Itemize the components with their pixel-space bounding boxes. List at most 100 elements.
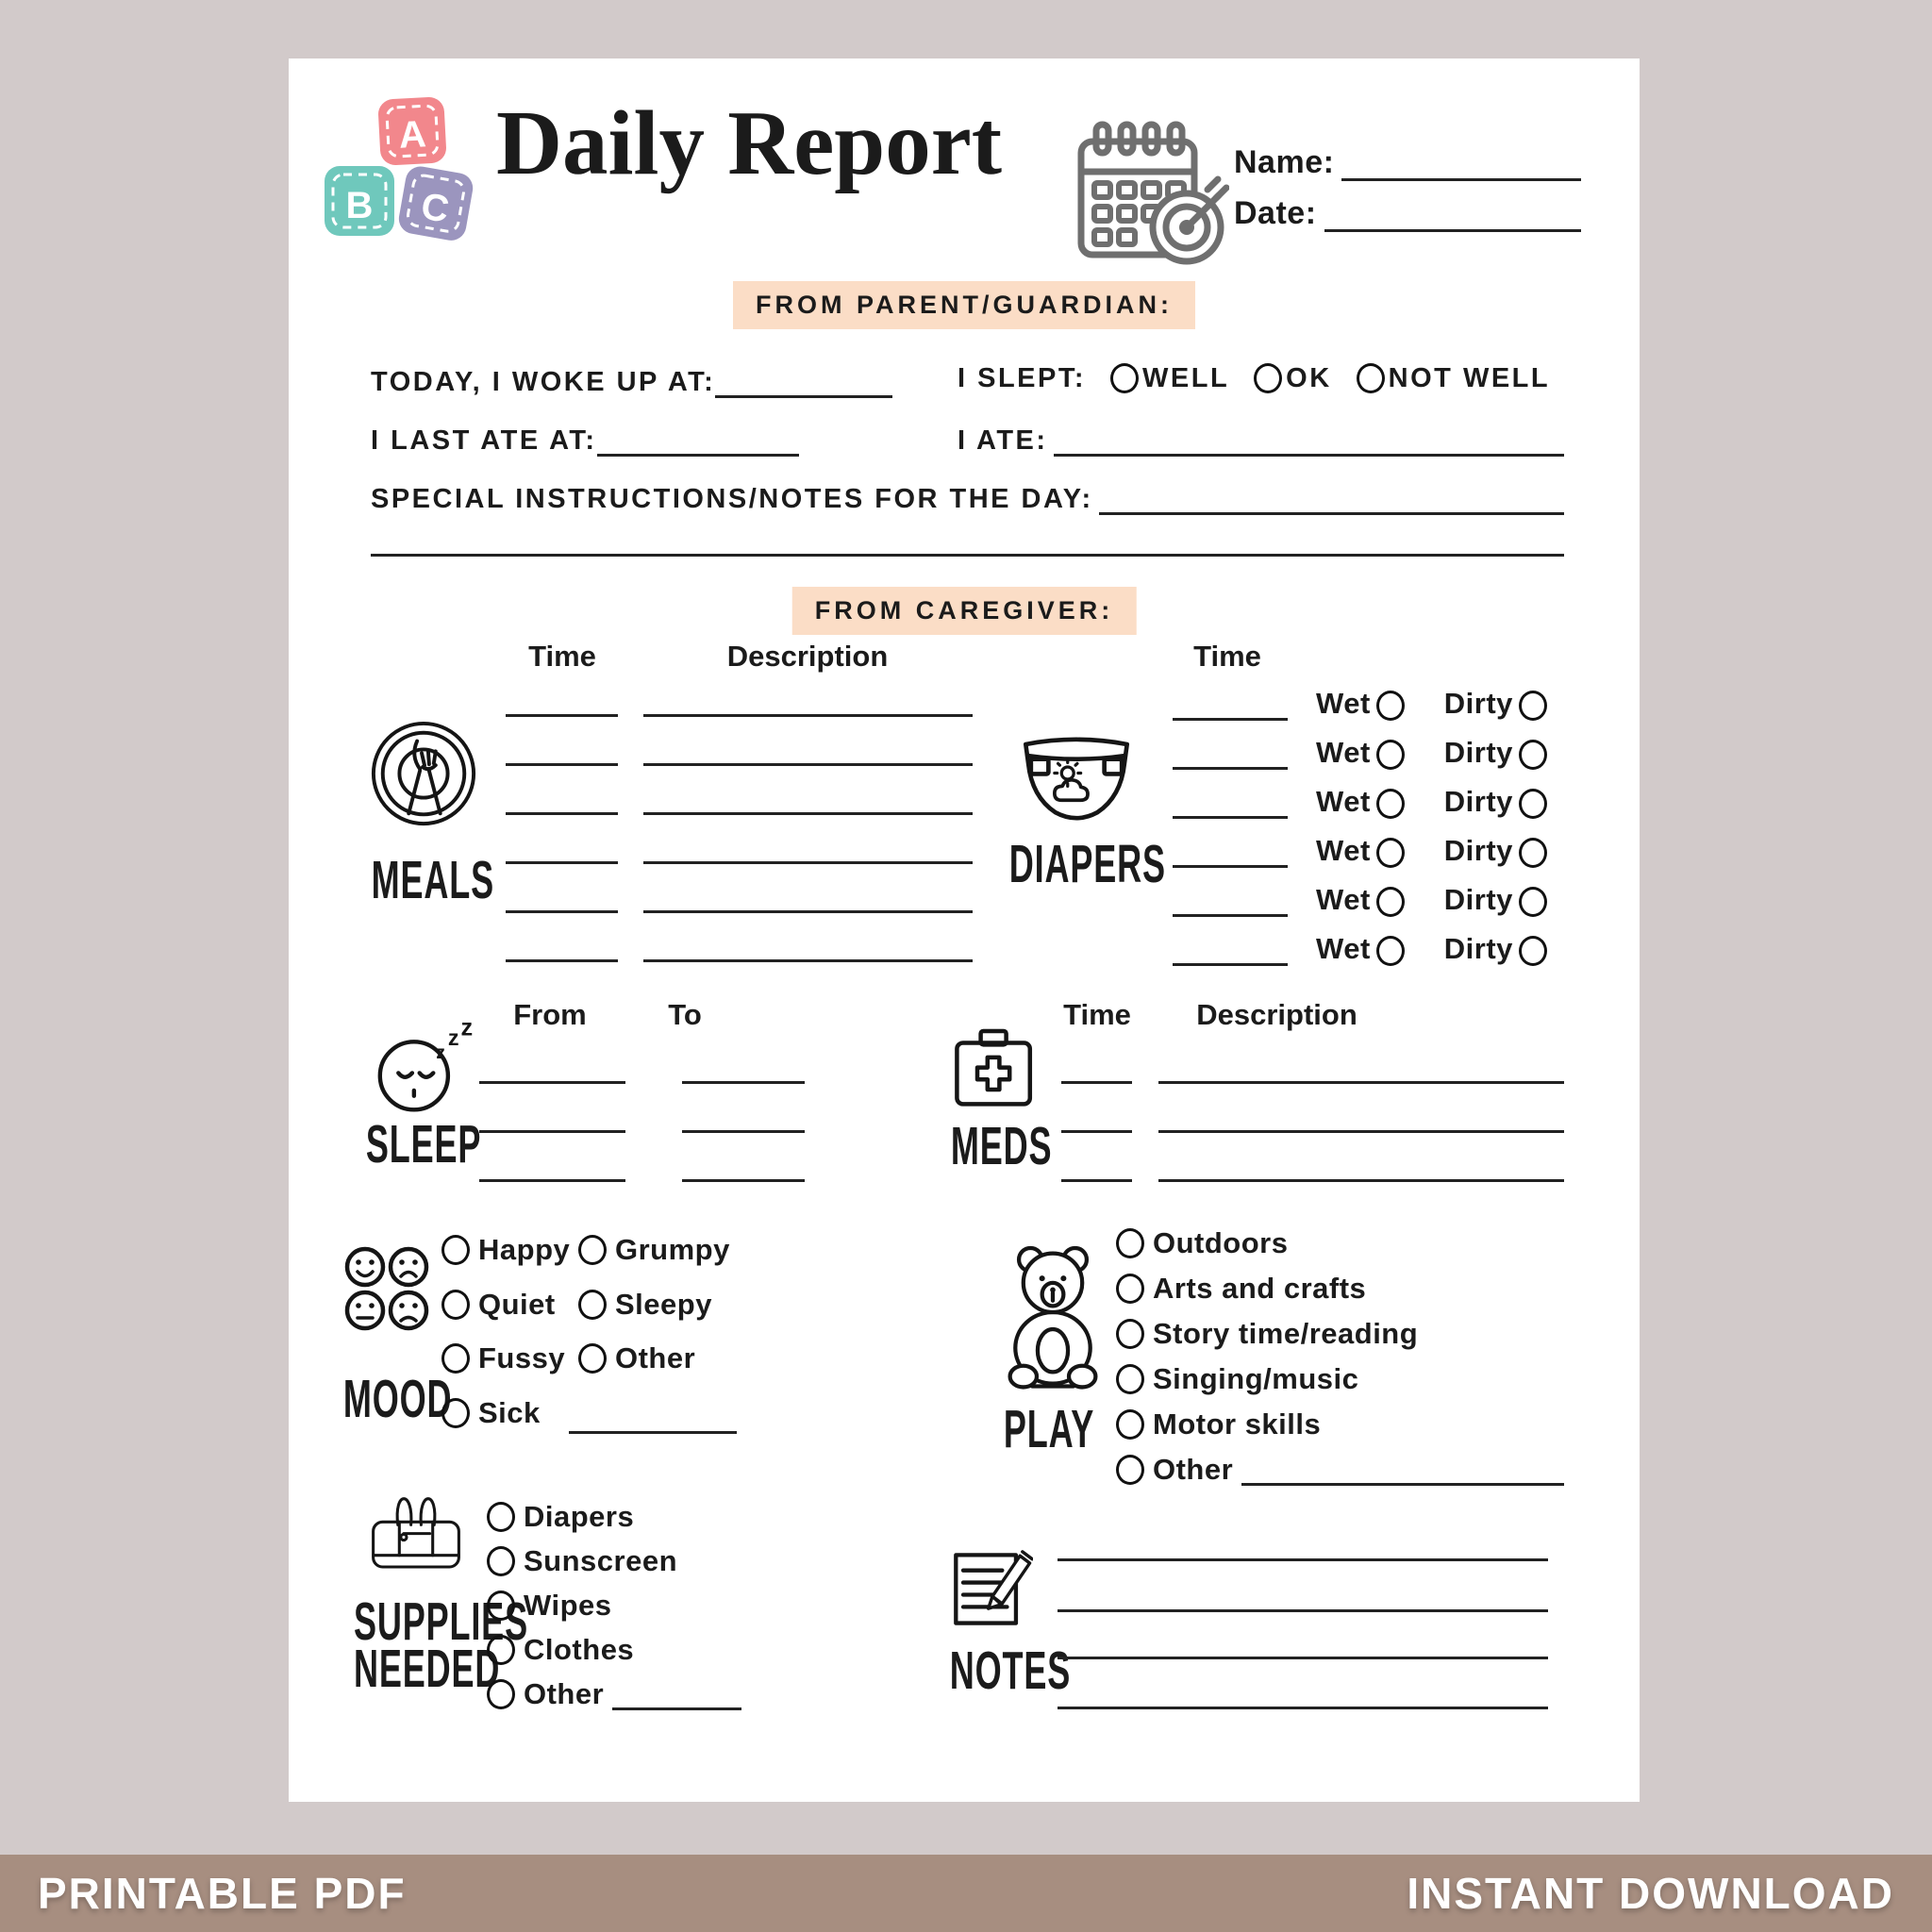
meals-time-line[interactable] bbox=[506, 861, 618, 864]
diaper-row: Wet Dirty bbox=[1173, 681, 1569, 721]
slept-not-well-radio[interactable] bbox=[1356, 363, 1385, 393]
wet-radio[interactable] bbox=[1375, 887, 1405, 917]
meds-time-line[interactable] bbox=[1061, 1179, 1132, 1182]
play-outdoors-radio[interactable] bbox=[1116, 1228, 1144, 1258]
play-singing-radio[interactable] bbox=[1116, 1364, 1144, 1394]
bottom-banner: PRINTABLE PDF INSTANT DOWNLOAD bbox=[0, 1855, 1932, 1932]
supplies-clothes-radio[interactable] bbox=[487, 1635, 515, 1665]
diaper-time-line[interactable] bbox=[1173, 779, 1288, 819]
sleep-from-line[interactable] bbox=[479, 1130, 625, 1133]
wet-label: Wet bbox=[1316, 736, 1371, 769]
meds-description-line[interactable] bbox=[1158, 1130, 1564, 1133]
last-ate-line[interactable] bbox=[596, 417, 799, 457]
supplies-section-label-line2: NEEDED bbox=[353, 1640, 501, 1699]
play-other-label: Other bbox=[1153, 1453, 1234, 1486]
meals-time-line[interactable] bbox=[506, 714, 618, 717]
play-other-line[interactable] bbox=[1241, 1454, 1564, 1486]
date-input-line[interactable] bbox=[1324, 189, 1581, 232]
name-date-block: Name: Date: bbox=[1234, 138, 1581, 232]
supplies-option: Wipes bbox=[487, 1589, 612, 1623]
meds-time-line[interactable] bbox=[1061, 1081, 1132, 1084]
dirty-radio[interactable] bbox=[1518, 691, 1547, 721]
notes-line[interactable] bbox=[1058, 1558, 1548, 1561]
sleep-to-line[interactable] bbox=[682, 1130, 805, 1133]
dirty-radio[interactable] bbox=[1518, 789, 1547, 819]
wet-radio[interactable] bbox=[1375, 838, 1405, 868]
play-arts-radio[interactable] bbox=[1116, 1274, 1144, 1304]
mood-other-line[interactable] bbox=[569, 1431, 737, 1434]
diaper-time-line[interactable] bbox=[1173, 730, 1288, 770]
parent-section-heading: FROM PARENT/GUARDIAN: bbox=[733, 281, 1195, 329]
sleep-to-line[interactable] bbox=[682, 1179, 805, 1182]
notes-line[interactable] bbox=[1058, 1657, 1548, 1659]
meds-description-line[interactable] bbox=[1158, 1081, 1564, 1084]
meds-description-line[interactable] bbox=[1158, 1179, 1564, 1182]
play-story-radio[interactable] bbox=[1116, 1319, 1144, 1349]
special-instructions-line-2[interactable] bbox=[371, 554, 1564, 557]
diaper-row: Wet Dirty bbox=[1173, 926, 1569, 966]
dirty-radio[interactable] bbox=[1518, 740, 1547, 770]
meals-description-line[interactable] bbox=[643, 763, 973, 766]
slept-well-radio[interactable] bbox=[1110, 363, 1140, 393]
mood-happy-label: Happy bbox=[478, 1233, 571, 1266]
mood-sick-radio[interactable] bbox=[441, 1398, 470, 1428]
mood-fussy-radio[interactable] bbox=[441, 1343, 470, 1374]
meals-time-line[interactable] bbox=[506, 763, 618, 766]
diaper-time-line[interactable] bbox=[1173, 828, 1288, 868]
supplies-sunscreen-radio[interactable] bbox=[487, 1546, 515, 1576]
wet-radio[interactable] bbox=[1375, 740, 1405, 770]
notes-line[interactable] bbox=[1058, 1707, 1548, 1709]
mood-quiet-radio[interactable] bbox=[441, 1290, 470, 1320]
meals-description-line[interactable] bbox=[643, 910, 973, 913]
supplies-other-radio[interactable] bbox=[487, 1679, 515, 1709]
dirty-radio[interactable] bbox=[1518, 936, 1547, 966]
sleep-from-line[interactable] bbox=[479, 1081, 625, 1084]
play-arts-label: Arts and crafts bbox=[1153, 1272, 1367, 1305]
meals-description-line[interactable] bbox=[643, 959, 973, 962]
meals-time-line[interactable] bbox=[506, 910, 618, 913]
supplies-diapers-radio[interactable] bbox=[487, 1502, 515, 1532]
woke-up-line[interactable] bbox=[715, 358, 893, 398]
special-instructions-line[interactable] bbox=[1098, 475, 1564, 515]
supplies-wipes-radio[interactable] bbox=[487, 1591, 515, 1621]
meals-time-line[interactable] bbox=[506, 959, 618, 962]
mood-sleepy-radio[interactable] bbox=[578, 1290, 607, 1320]
diaper-time-line[interactable] bbox=[1173, 681, 1288, 721]
slept-ok-radio[interactable] bbox=[1254, 363, 1283, 393]
mood-grumpy-label: Grumpy bbox=[615, 1233, 730, 1266]
meds-section-label: MEDS bbox=[950, 1117, 1053, 1176]
last-ate-label: I LAST ATE AT: bbox=[371, 425, 597, 456]
sleep-to-line[interactable] bbox=[682, 1081, 805, 1084]
meals-time-header: Time bbox=[528, 640, 596, 673]
wet-radio[interactable] bbox=[1375, 936, 1405, 966]
dirty-label: Dirty bbox=[1443, 736, 1513, 769]
mood-happy-radio[interactable] bbox=[441, 1235, 470, 1265]
sleep-face-icon: z z z bbox=[377, 1021, 473, 1112]
banner-right-label: INSTANT DOWNLOAD bbox=[1407, 1869, 1894, 1918]
diaper-time-line[interactable] bbox=[1173, 877, 1288, 917]
ate-line[interactable] bbox=[1053, 417, 1564, 457]
mood-grumpy-radio[interactable] bbox=[578, 1235, 607, 1265]
slept-well-label: WELL bbox=[1142, 362, 1230, 393]
play-option: Arts and crafts bbox=[1116, 1272, 1366, 1306]
mood-other-radio[interactable] bbox=[578, 1343, 607, 1374]
play-motor-radio[interactable] bbox=[1116, 1409, 1144, 1440]
meals-description-line[interactable] bbox=[643, 812, 973, 815]
meals-description-line[interactable] bbox=[643, 714, 973, 717]
meals-time-line[interactable] bbox=[506, 812, 618, 815]
meds-time-line[interactable] bbox=[1061, 1130, 1132, 1133]
sleep-from-line[interactable] bbox=[479, 1179, 625, 1182]
play-option: Other bbox=[1116, 1453, 1564, 1487]
supplies-other-line[interactable] bbox=[612, 1678, 741, 1710]
diaper-time-line[interactable] bbox=[1173, 926, 1288, 966]
play-other-radio[interactable] bbox=[1116, 1455, 1144, 1485]
wet-radio[interactable] bbox=[1375, 789, 1405, 819]
meals-description-line[interactable] bbox=[643, 861, 973, 864]
dirty-radio[interactable] bbox=[1518, 838, 1547, 868]
dirty-radio[interactable] bbox=[1518, 887, 1547, 917]
wet-radio[interactable] bbox=[1375, 691, 1405, 721]
meals-description-header: Description bbox=[726, 640, 889, 673]
name-input-line[interactable] bbox=[1341, 138, 1581, 181]
play-option: Motor skills bbox=[1116, 1407, 1321, 1441]
notes-line[interactable] bbox=[1058, 1609, 1548, 1612]
